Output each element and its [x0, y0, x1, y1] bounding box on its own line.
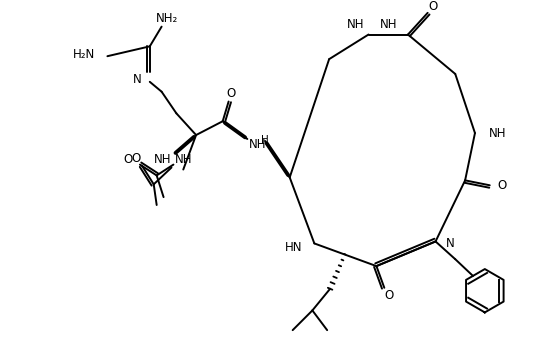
Text: O: O: [384, 289, 394, 302]
Text: NH: NH: [154, 153, 172, 166]
Text: NH: NH: [174, 153, 192, 166]
Text: NH: NH: [380, 18, 397, 31]
Text: NH₂: NH₂: [156, 12, 178, 25]
Text: O: O: [131, 152, 140, 165]
Text: O: O: [124, 153, 133, 166]
Text: HN: HN: [285, 241, 302, 254]
Text: O: O: [226, 87, 235, 100]
Text: H₂N: H₂N: [73, 48, 96, 61]
Text: NH: NH: [249, 138, 267, 151]
Text: N: N: [446, 237, 454, 250]
Text: H: H: [261, 135, 269, 145]
Text: N: N: [133, 73, 142, 86]
Text: O: O: [498, 179, 507, 192]
Text: NH: NH: [489, 126, 507, 139]
Text: NH: NH: [347, 18, 365, 31]
Text: O: O: [428, 0, 437, 14]
